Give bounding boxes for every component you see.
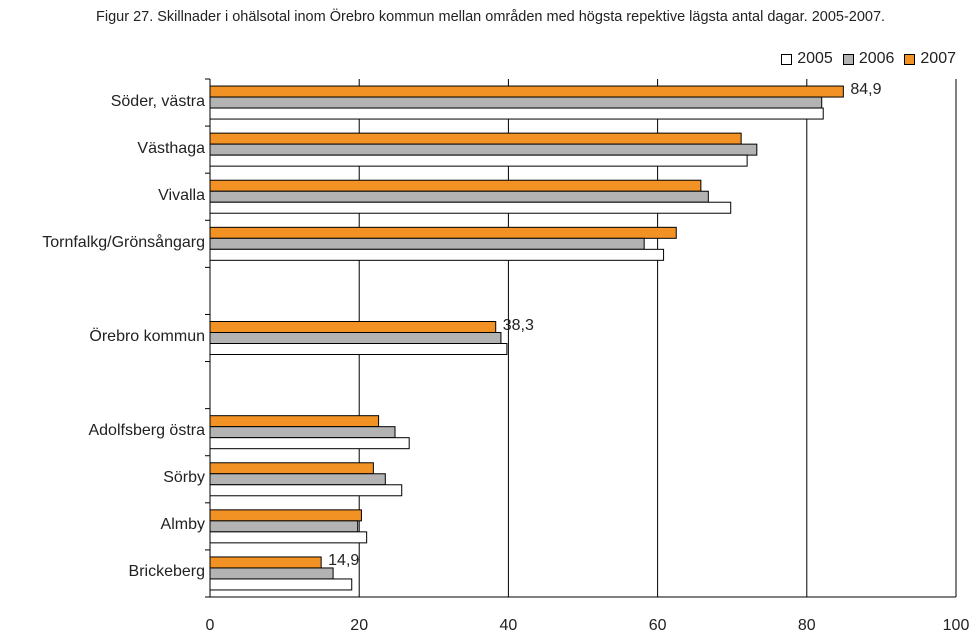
legend-swatch-2006 [842, 53, 854, 65]
bar-2006 [209, 143, 758, 156]
category-label: Adolfsberg östra [88, 422, 205, 440]
bar-2005 [209, 107, 824, 120]
category-label: Örebro kommun [89, 328, 205, 345]
bar-2006 [209, 567, 334, 580]
bar-2005 [209, 531, 368, 544]
data-label: 38,3 [502, 316, 534, 334]
bar-2007 [209, 415, 380, 428]
bar-2007 [209, 556, 322, 569]
bar-2005 [209, 248, 665, 261]
bar-2005 [209, 201, 732, 214]
data-label: 14,9 [328, 551, 360, 569]
legend-item-2006: 2006 [842, 50, 895, 68]
category-label: Söder, västra [110, 92, 205, 110]
category-label: Västhaga [137, 139, 205, 157]
bar-2007 [209, 85, 844, 98]
bar-2006 [209, 96, 823, 109]
legend-label-2006: 2006 [858, 50, 895, 67]
bar-2005 [209, 578, 353, 591]
legend-swatch-2005 [781, 53, 793, 65]
bar-2006 [209, 473, 386, 486]
legend-item-2005: 2005 [781, 50, 833, 68]
x-tick-label: 80 [797, 617, 816, 634]
bar-2005 [209, 437, 410, 450]
bar-2005 [209, 154, 748, 167]
bar-2007 [209, 321, 497, 333]
bar-2006 [209, 426, 396, 439]
bar-2005 [209, 484, 403, 497]
legend-label-2007: 2007 [920, 50, 956, 67]
bar-2007 [209, 226, 677, 239]
x-tick-label: 100 [942, 617, 970, 634]
x-tick-label: 20 [350, 617, 369, 634]
legend-swatch-2007 [904, 53, 916, 65]
chart-title: Figur 27. Skillnader i ohälsotal inom Ör… [96, 9, 886, 25]
x-tick-label: 60 [648, 617, 667, 634]
category-label: Almby [160, 516, 205, 534]
bar-2007 [209, 179, 702, 192]
category-label: Vivalla [158, 186, 205, 204]
x-tick-label: 40 [499, 617, 518, 634]
bar-2006 [209, 190, 709, 203]
category-label: Tornfalkg/Grönsångarg [42, 233, 205, 251]
bar-2007 [209, 132, 742, 145]
bar-2007 [209, 462, 374, 475]
legend-label-2005: 2005 [797, 50, 833, 67]
bar-2005 [209, 343, 508, 355]
bar-2006 [209, 237, 645, 250]
category-label: Sörby [163, 469, 205, 487]
bar-2006 [209, 332, 502, 344]
category-label: Brickeberg [128, 563, 205, 581]
x-tick-label: 0 [205, 617, 215, 634]
legend-item-2007: 2007 [904, 50, 956, 68]
bar-2006 [209, 520, 359, 533]
data-label: 84,9 [850, 81, 882, 99]
bar-2007 [209, 509, 362, 522]
legend: 2005 2006 2007 [771, 50, 956, 68]
